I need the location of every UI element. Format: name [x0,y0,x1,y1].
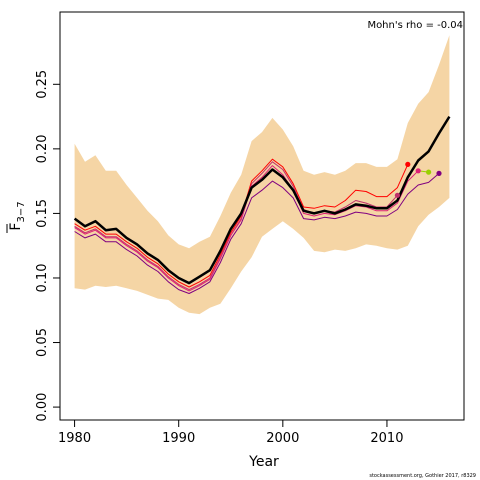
series-line-retro-1 [74,158,409,288]
y-axis-label-subscript: 3−7 [16,201,27,222]
y-tick-label-1: 0.05 [35,328,50,357]
x-tick-label-1990: 1990 [162,431,195,446]
y-axis-label-main: F [8,223,24,231]
y-tick-label-5: 0.25 [35,70,50,99]
plot-area [73,35,451,315]
svg-text:F3−7: F3−7 [8,201,27,230]
series-line-retro-5 [74,173,440,294]
y-axis-label: F3−7 [6,201,27,233]
x-axis-label: Year [248,454,279,470]
y-tick-label-2: 0.10 [35,264,50,293]
y-tick-label-4: 0.20 [35,134,50,163]
retro-end-point-1 [405,161,411,167]
credit-text: stockassessment.org, Gothier 2017, r8329 [369,473,476,479]
retro-end-point-5 [436,170,442,176]
mohns-rho-annotation: Mohn's rho = -0.04 [367,20,463,31]
confidence-band [74,35,450,315]
y-tick-label-0: 0.00 [35,393,50,422]
retro-end-point-4 [426,169,432,175]
x-tick-label-1980: 1980 [58,431,91,446]
series-line-main [73,115,451,285]
retro-end-point-3 [415,168,421,174]
plot-frame [59,11,465,421]
x-tick-label-2000: 2000 [266,431,299,446]
y-tick-label-3: 0.15 [35,199,50,228]
retro-end-point-2 [394,192,400,198]
axes: 1980 1990 2000 2010 0.00 0.05 0.10 0.15 0.20 0.25 [35,70,404,446]
x-tick-label-2010: 2010 [370,431,403,446]
